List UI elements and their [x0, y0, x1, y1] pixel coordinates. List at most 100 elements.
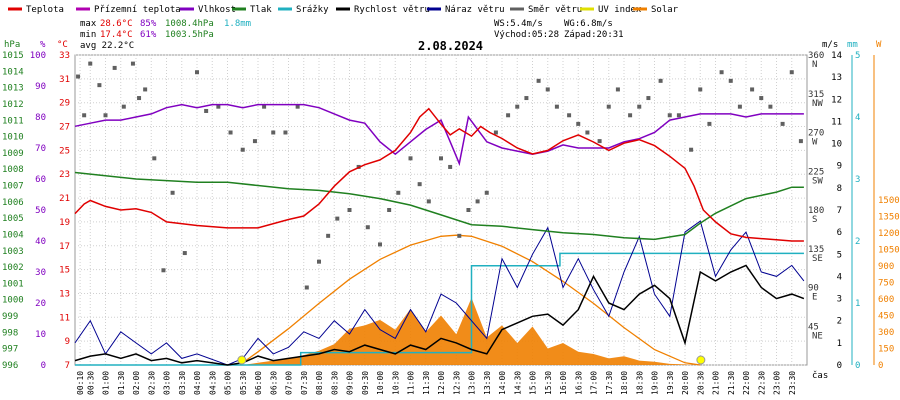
direction-dot [506, 113, 511, 118]
ms-tick: 9 [837, 162, 842, 172]
x-tick: 17:30 [605, 371, 614, 395]
direction-dot [97, 83, 102, 88]
hpa-tick: 1009 [2, 149, 24, 159]
direction-tick: 90 [808, 284, 819, 294]
celsius-tick: 19 [59, 218, 70, 228]
direction-dot [137, 96, 142, 101]
legend-label: UV index [598, 5, 642, 15]
direction-dot [295, 104, 300, 109]
legend-label: Tlak [250, 5, 272, 15]
direction-dot [707, 121, 712, 126]
percent-axis-label: % [40, 40, 46, 50]
direction-dot [408, 156, 413, 161]
percent-tick: 80 [35, 113, 46, 123]
x-tick: 13:00 [468, 371, 477, 395]
x-tick: 12:00 [437, 371, 446, 395]
celsius-tick: 31 [59, 75, 70, 85]
x-tick: 21:00 [712, 371, 721, 395]
x-tick: 04:30 [208, 371, 217, 395]
hpa-tick: 999 [2, 312, 18, 322]
direction-dot [216, 104, 221, 109]
legend-label: Náraz větru [445, 5, 505, 15]
x-tick: 22:30 [757, 371, 766, 395]
celsius-axis-label: °C [57, 40, 68, 50]
direction-dot [103, 113, 108, 118]
direction-dot [417, 182, 422, 187]
wind-speed-line [74, 264, 805, 366]
percent-tick: 50 [35, 206, 46, 216]
x-tick: 06:00 [254, 371, 263, 395]
direction-dot [152, 156, 157, 161]
x-axis: 00:10 00:30 01:00 01:30 02:00 02:30 03:00 03:30… [76, 371, 797, 395]
x-tick: 07:00 [285, 371, 294, 395]
direction-dot [637, 104, 642, 109]
ms-tick: 4 [837, 272, 842, 282]
x-tick: 02:30 [147, 371, 156, 395]
sunset-marker [696, 355, 706, 365]
percent-tick: 70 [35, 144, 46, 154]
hpa-tick: 1002 [2, 263, 24, 273]
x-tick: 01:00 [102, 371, 111, 395]
direction-dot [646, 96, 651, 101]
x-tick: 07:30 [300, 371, 309, 395]
direction-cardinal: NE [812, 331, 823, 341]
direction-dot [426, 199, 431, 204]
direction-cardinal: W [812, 138, 818, 148]
direction-dot [170, 190, 175, 195]
x-tick: 17:00 [590, 371, 599, 395]
max-temp: 28.6°C [100, 19, 133, 29]
direction-dot [597, 139, 602, 144]
celsius-tick: 13 [59, 289, 70, 299]
direction-dot [759, 96, 764, 101]
direction-dot [719, 70, 724, 75]
x-tick: 21:30 [727, 371, 736, 395]
direction-dot [667, 113, 672, 118]
direction-dot [789, 70, 794, 75]
mm-tick: 0 [855, 361, 860, 371]
ms-tick: 10 [831, 140, 842, 150]
legend-label: Přízemní teplota [94, 5, 181, 15]
direction-tick: 360 [808, 51, 824, 61]
temperature-line [74, 107, 804, 242]
x-tick: 19:00 [651, 371, 660, 395]
hpa-tick: 1015 [2, 51, 24, 61]
direction-dot [240, 147, 245, 152]
direction-dot [689, 147, 694, 152]
direction-dot [121, 104, 126, 109]
percent-tick: 10 [35, 330, 46, 340]
celsius-tick: 25 [59, 146, 70, 156]
wind-gust-stat: WG:6.8m/s [564, 19, 613, 29]
sunrise-stat: Východ:05:28 [494, 30, 559, 40]
ms-tick: 2 [837, 317, 842, 327]
percent-tick: 0 [41, 361, 46, 371]
direction-dot [304, 285, 309, 290]
x-tick: 04:00 [193, 371, 202, 395]
x-tick: 00:30 [86, 371, 95, 395]
direction-dot [387, 208, 392, 212]
direction-dot [545, 87, 550, 92]
ms-tick: 0 [837, 361, 842, 371]
x-tick: 20:00 [681, 371, 690, 395]
x-tick: 11:00 [407, 371, 416, 395]
direction-dot [615, 87, 620, 92]
direction-dot [335, 216, 340, 221]
direction-dot [475, 199, 480, 204]
legend-label: Směr větru [528, 5, 582, 15]
direction-dot [780, 121, 785, 126]
ms-tick: 7 [837, 206, 842, 216]
hpa-tick: 1007 [2, 182, 24, 192]
direction-dot [396, 190, 401, 195]
ms-tick: 5 [837, 250, 842, 260]
max-pressure: 1008.4hPa [165, 19, 214, 29]
hpa-tick: 1005 [2, 214, 24, 224]
direction-dot [252, 139, 257, 144]
min-temp: 17.4°C [100, 30, 133, 40]
direction-cardinal: E [812, 293, 817, 303]
pressure-line [74, 171, 804, 241]
series-layer [74, 61, 805, 366]
x-axis-label: čas [812, 370, 828, 381]
direction-dot [554, 104, 559, 109]
legend-label: Teplota [26, 5, 64, 15]
direction-dot [365, 225, 370, 230]
